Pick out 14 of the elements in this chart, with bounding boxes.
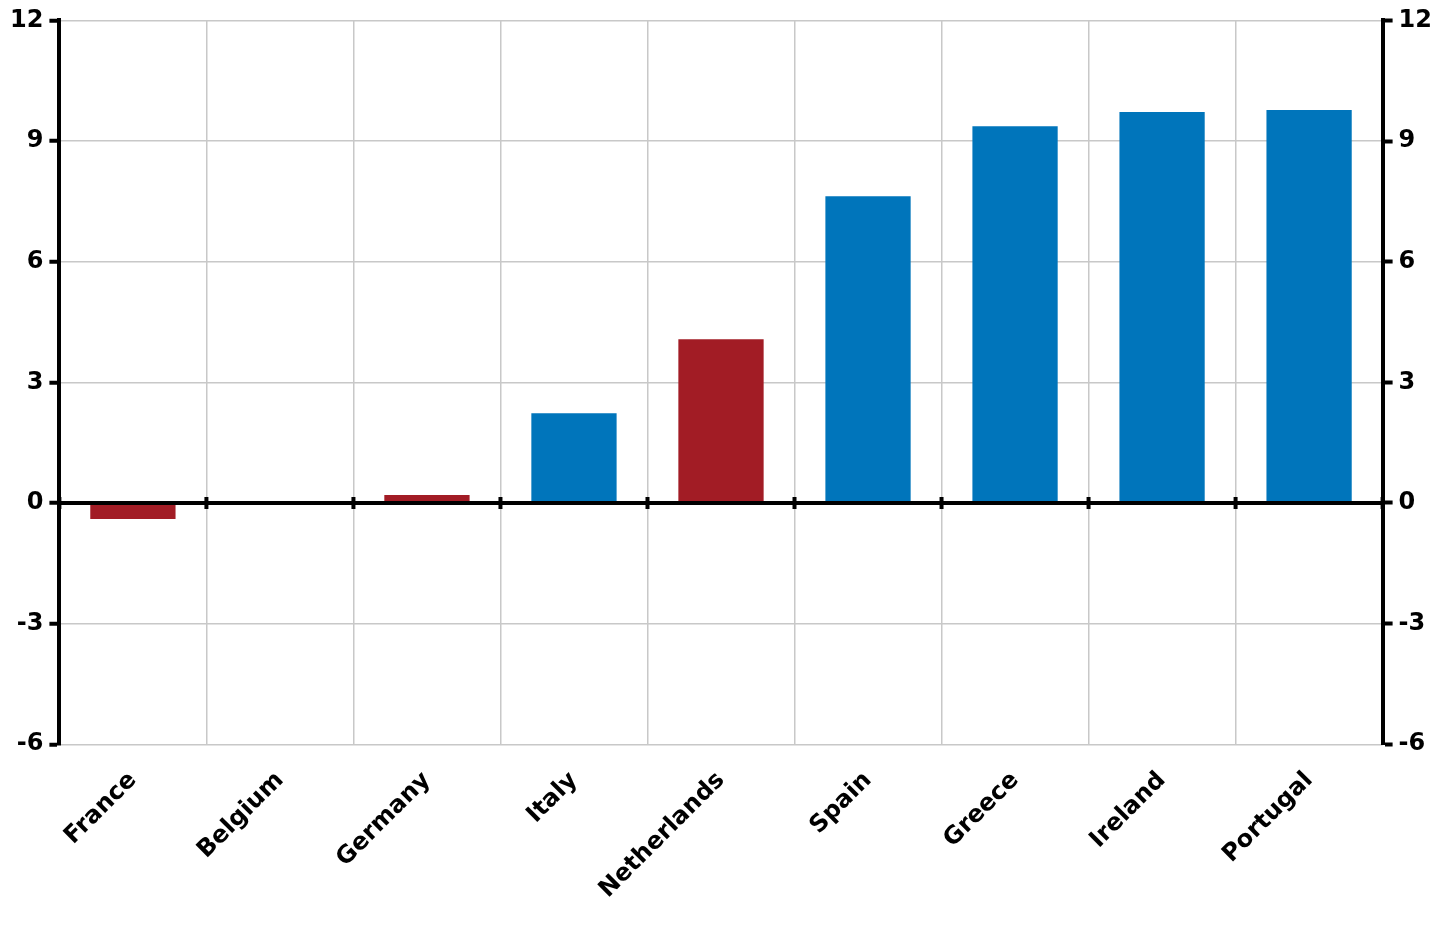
y-tick-label: 6	[1398, 245, 1416, 274]
y2-tick-label: 12	[9, 4, 44, 33]
y-tick-label: 0	[1398, 487, 1416, 516]
y2-tick-label: 9	[26, 125, 44, 154]
y2-tick-label: -3	[16, 607, 44, 636]
y2-tick-label: 0	[26, 487, 44, 516]
y-tick-label: 12	[1398, 4, 1433, 33]
y2-tick-label: 3	[26, 366, 44, 395]
y-tick-label: -6	[1398, 728, 1426, 757]
y-tick-label: 3	[1398, 366, 1416, 395]
y-tick-label: -3	[1398, 607, 1426, 636]
y2-tick-label: 6	[26, 245, 44, 274]
y2-tick-label: -6	[16, 728, 44, 757]
y-tick-label: 9	[1398, 125, 1416, 154]
